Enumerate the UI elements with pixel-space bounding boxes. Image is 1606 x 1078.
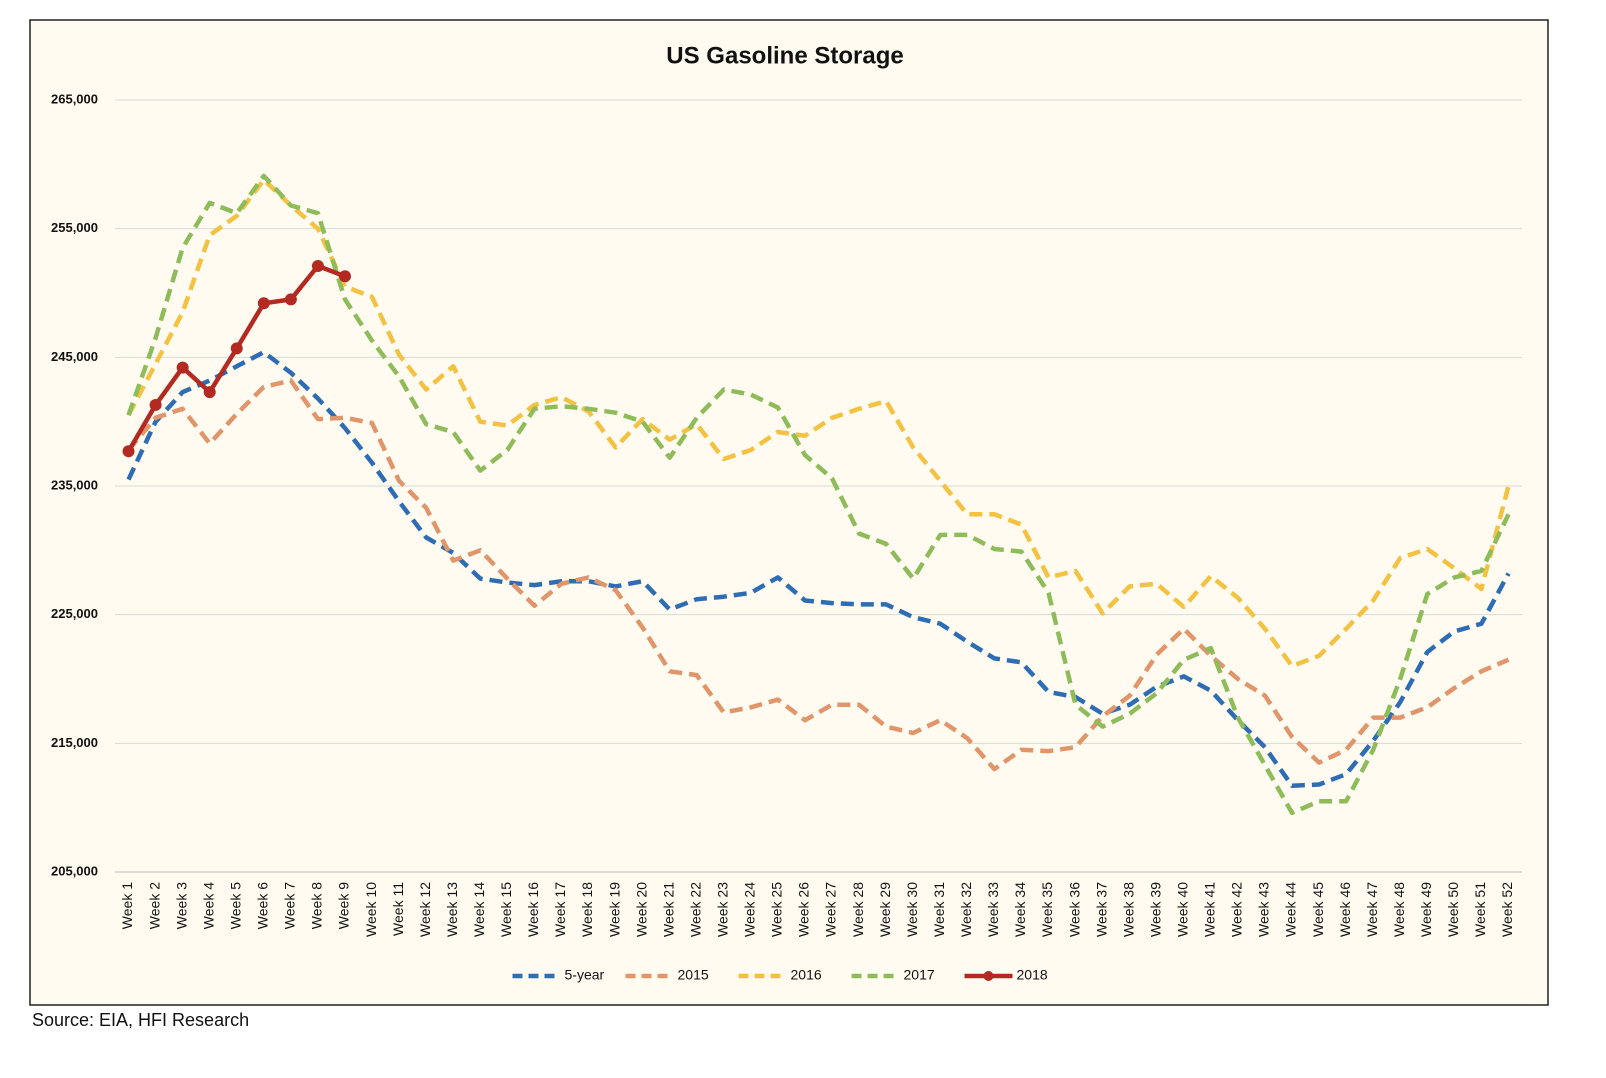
data-point xyxy=(284,293,297,306)
y-tick-label: 265,000 xyxy=(51,91,98,106)
x-tick-label: Week 26 xyxy=(796,882,812,937)
x-tick-label: Week 6 xyxy=(255,882,271,929)
y-tick-label: 225,000 xyxy=(51,606,98,621)
x-tick-label: Week 49 xyxy=(1418,882,1434,937)
legend-label: 2018 xyxy=(1017,967,1048,983)
x-tick-label: Week 47 xyxy=(1364,882,1380,937)
x-tick-label: Week 40 xyxy=(1174,882,1190,937)
x-tick-label: Week 44 xyxy=(1283,882,1299,937)
legend-label: 2016 xyxy=(791,967,822,983)
data-point xyxy=(176,361,189,374)
x-tick-label: Week 45 xyxy=(1310,882,1326,937)
legend-label: 2017 xyxy=(904,967,935,983)
series-line xyxy=(126,177,1511,669)
x-tick-label: Week 51 xyxy=(1472,882,1488,937)
x-tick-label: Week 22 xyxy=(687,882,703,937)
x-tick-label: Week 38 xyxy=(1120,882,1136,937)
x-tick-label: Week 27 xyxy=(823,882,839,937)
x-tick-label: Week 41 xyxy=(1202,882,1218,937)
data-point xyxy=(257,297,270,310)
x-tick-label: Week 34 xyxy=(1012,882,1028,937)
x-tick-label: Week 21 xyxy=(660,882,676,937)
series-line xyxy=(126,378,1510,772)
x-tick-label: Week 39 xyxy=(1147,882,1163,937)
y-tick-label: 255,000 xyxy=(51,220,98,235)
series-line xyxy=(126,349,1511,789)
x-tick-label: Week 42 xyxy=(1229,882,1245,937)
x-tick-label: Week 35 xyxy=(1039,882,1055,937)
source-note: Source: EIA, HFI Research xyxy=(32,1010,249,1030)
x-tick-label: Week 5 xyxy=(227,882,243,929)
series-line xyxy=(126,173,1511,816)
x-tick-label: Week 19 xyxy=(606,882,622,937)
x-tick-label: Week 32 xyxy=(958,882,974,937)
legend-label: 5-year xyxy=(565,967,605,983)
x-tick-label: Week 25 xyxy=(769,882,785,937)
x-tick-label: Week 11 xyxy=(390,882,406,936)
data-point xyxy=(149,398,162,411)
x-tick-label: Week 7 xyxy=(282,882,298,929)
x-tick-label: Week 24 xyxy=(742,882,758,937)
x-tick-label: Week 1 xyxy=(119,882,135,929)
data-point xyxy=(122,445,135,458)
x-tick-label: Week 43 xyxy=(1256,882,1272,937)
x-tick-label: Week 23 xyxy=(715,882,731,937)
data-point xyxy=(338,270,351,283)
x-tick-label: Week 9 xyxy=(336,882,352,929)
x-tick-label: Week 20 xyxy=(633,882,649,937)
x-tick-label: Week 28 xyxy=(850,882,866,937)
x-tick-label: Week 10 xyxy=(363,882,379,937)
x-tick-label: Week 14 xyxy=(471,882,487,937)
x-tick-label: Week 29 xyxy=(877,882,893,937)
x-tick-label: Week 15 xyxy=(498,882,514,937)
x-tick-label: Week 30 xyxy=(904,882,920,937)
x-tick-label: Week 12 xyxy=(417,882,433,937)
x-tick-label: Week 8 xyxy=(309,882,325,929)
y-tick-label: 205,000 xyxy=(51,863,98,878)
data-point xyxy=(311,259,324,272)
x-tick-label: Week 48 xyxy=(1391,882,1407,937)
x-tick-label: Week 16 xyxy=(525,882,541,937)
y-tick-label: 235,000 xyxy=(51,477,98,492)
legend-label: 2015 xyxy=(678,967,709,983)
x-tick-label: Week 46 xyxy=(1337,882,1353,937)
x-tick-label: Week 52 xyxy=(1499,882,1515,937)
legend-marker xyxy=(983,971,994,981)
x-tick-label: Week 2 xyxy=(146,882,162,929)
x-tick-label: Week 31 xyxy=(931,882,947,937)
x-tick-label: Week 36 xyxy=(1066,882,1082,937)
x-tick-label: Week 50 xyxy=(1445,882,1461,937)
y-tick-label: 215,000 xyxy=(51,735,98,750)
data-point xyxy=(203,386,216,399)
x-tick-label: Week 13 xyxy=(444,882,460,937)
chart-frame xyxy=(29,19,1549,1006)
x-tick-label: Week 17 xyxy=(552,882,568,937)
y-tick-label: 245,000 xyxy=(51,349,98,364)
x-tick-label: Week 33 xyxy=(985,882,1001,937)
data-point xyxy=(230,342,243,355)
x-tick-label: Week 37 xyxy=(1093,882,1109,937)
x-tick-label: Week 4 xyxy=(200,882,216,929)
x-tick-label: Week 3 xyxy=(173,882,189,929)
chart-title: US Gasoline Storage xyxy=(666,42,903,69)
x-tick-label: Week 18 xyxy=(579,882,595,937)
